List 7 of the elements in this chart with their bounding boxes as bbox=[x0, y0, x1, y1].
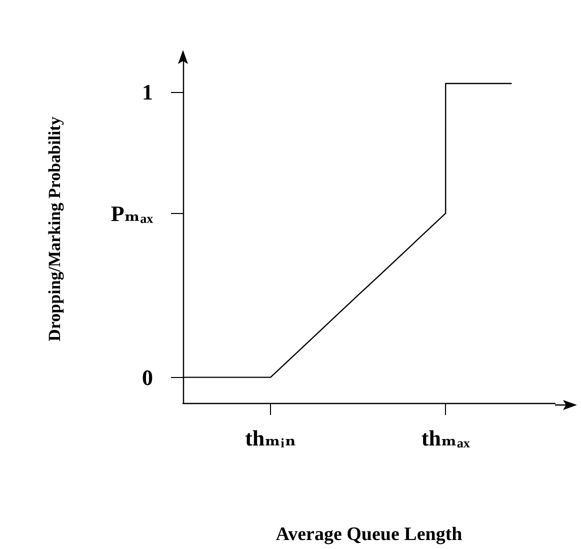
x-tick-label: thₘᵢₙ bbox=[245, 426, 296, 450]
y-tick-label: 1 bbox=[142, 80, 153, 105]
x-axis-title: Average Queue Length bbox=[276, 524, 463, 545]
y-tick-label: 0 bbox=[142, 364, 153, 390]
x-tick-label: thₘₐₓ bbox=[421, 426, 470, 450]
y-axis-title: Dropping/Marking Probability bbox=[45, 116, 64, 342]
y-tick-label: Pₘₐₓ bbox=[110, 200, 154, 226]
